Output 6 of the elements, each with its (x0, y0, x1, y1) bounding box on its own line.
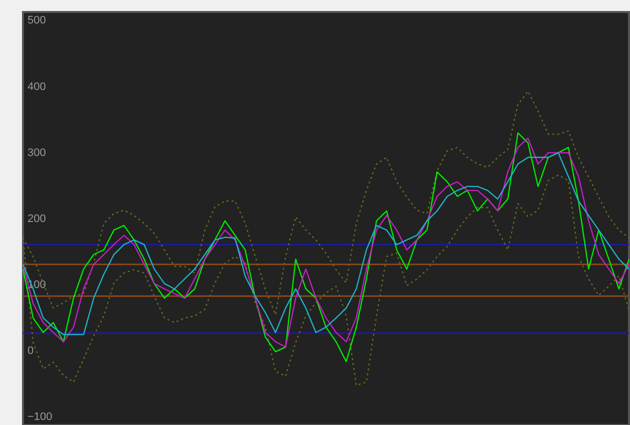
y-tick-label: 200 (28, 212, 46, 225)
y-tick-label: 500 (28, 14, 46, 27)
y-tick-label: 300 (28, 146, 46, 159)
y-tick-label: −100 (28, 411, 52, 424)
y-tick-label: 0 (28, 345, 34, 358)
y-tick-label: 400 (28, 80, 46, 93)
